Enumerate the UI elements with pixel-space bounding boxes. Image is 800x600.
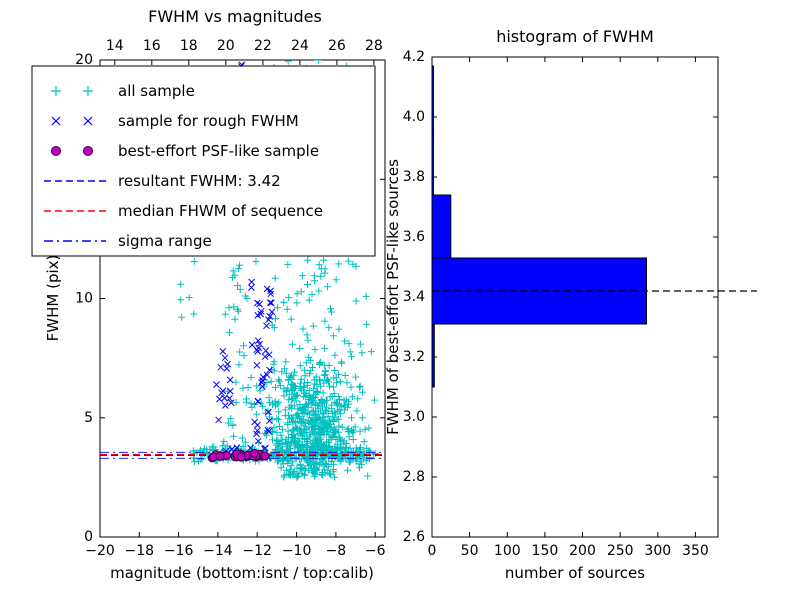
right-plot-xlabel: number of sources <box>505 564 645 582</box>
svg-text:200: 200 <box>569 543 596 559</box>
svg-text:−8: −8 <box>326 543 347 559</box>
svg-text:−12: −12 <box>242 543 272 559</box>
svg-text:350: 350 <box>682 543 709 559</box>
histogram-layer: 0 50 100 150 200 250 300 350 2.6 2.8 3.0 3.2 3.4 3.6 3… <box>403 49 757 559</box>
svg-text:−14: −14 <box>203 543 233 559</box>
hist-bar <box>431 65 434 130</box>
scatter-points-layer <box>100 60 385 481</box>
svg-text:−16: −16 <box>164 543 194 559</box>
hist-bar <box>431 323 435 388</box>
svg-text:28: 28 <box>365 38 383 54</box>
svg-text:5: 5 <box>84 410 93 426</box>
svg-text:3.6: 3.6 <box>403 229 425 245</box>
svg-text:4.0: 4.0 <box>403 109 425 125</box>
legend: all sample sample for rough FWHM best-effo… <box>31 65 376 257</box>
svg-text:sample for rough FWHM: sample for rough FWHM <box>118 112 299 130</box>
svg-text:4.2: 4.2 <box>403 49 425 65</box>
svg-text:resultant FWHM: 3.42: resultant FWHM: 3.42 <box>118 172 281 190</box>
hist-bar <box>431 194 452 259</box>
svg-text:2.6: 2.6 <box>403 529 425 545</box>
svg-text:14: 14 <box>106 38 124 54</box>
svg-text:3.0: 3.0 <box>403 409 425 425</box>
svg-text:3.8: 3.8 <box>403 169 425 185</box>
svg-text:3.2: 3.2 <box>403 349 425 365</box>
svg-text:16: 16 <box>143 38 161 54</box>
svg-text:median FHWM of sequence: median FHWM of sequence <box>118 202 323 220</box>
svg-text:−18: −18 <box>125 543 155 559</box>
svg-text:26: 26 <box>328 38 346 54</box>
left-plot-title: FWHM vs magnitudes <box>148 7 322 26</box>
svg-text:250: 250 <box>607 543 634 559</box>
svg-text:50: 50 <box>461 543 479 559</box>
svg-text:20: 20 <box>217 38 235 54</box>
svg-text:−20: −20 <box>85 543 115 559</box>
svg-text:100: 100 <box>494 543 521 559</box>
left-plot-ylabel: FWHM (pix) <box>44 255 62 342</box>
svg-text:20: 20 <box>75 52 93 68</box>
left-plot-axes: −20 −18 −16 −14 −12 −10 −8 −6 14 16 18 20 22 24 26 28 0 5… <box>75 38 385 559</box>
svg-text:3.4: 3.4 <box>403 289 425 305</box>
svg-text:0: 0 <box>428 543 437 559</box>
left-plot-xlabel: magnitude (bottom:isnt / top:calib) <box>110 564 374 582</box>
svg-text:all sample: all sample <box>118 82 195 100</box>
svg-text:−6: −6 <box>365 543 386 559</box>
svg-text:−10: −10 <box>282 543 312 559</box>
svg-text:0: 0 <box>84 529 93 545</box>
svg-text:24: 24 <box>291 38 309 54</box>
right-plot-title: histogram of FWHM <box>496 27 654 46</box>
svg-text:best-effort PSF-like sample: best-effort PSF-like sample <box>118 142 319 160</box>
svg-text:sigma range: sigma range <box>118 232 212 250</box>
hist-bar <box>431 128 434 196</box>
svg-text:2.8: 2.8 <box>403 469 425 485</box>
svg-text:18: 18 <box>180 38 198 54</box>
svg-text:22: 22 <box>254 38 272 54</box>
svg-text:300: 300 <box>644 543 671 559</box>
svg-text:150: 150 <box>532 543 559 559</box>
svg-text:10: 10 <box>75 291 93 307</box>
right-plot-ylabel: FWHM of best-effort PSF-like sources <box>384 159 402 435</box>
